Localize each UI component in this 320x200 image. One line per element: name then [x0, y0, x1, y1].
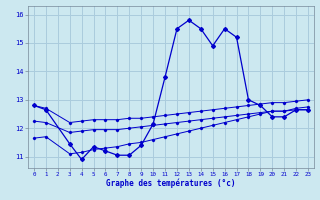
X-axis label: Graphe des températures (°c): Graphe des températures (°c) [106, 179, 236, 188]
